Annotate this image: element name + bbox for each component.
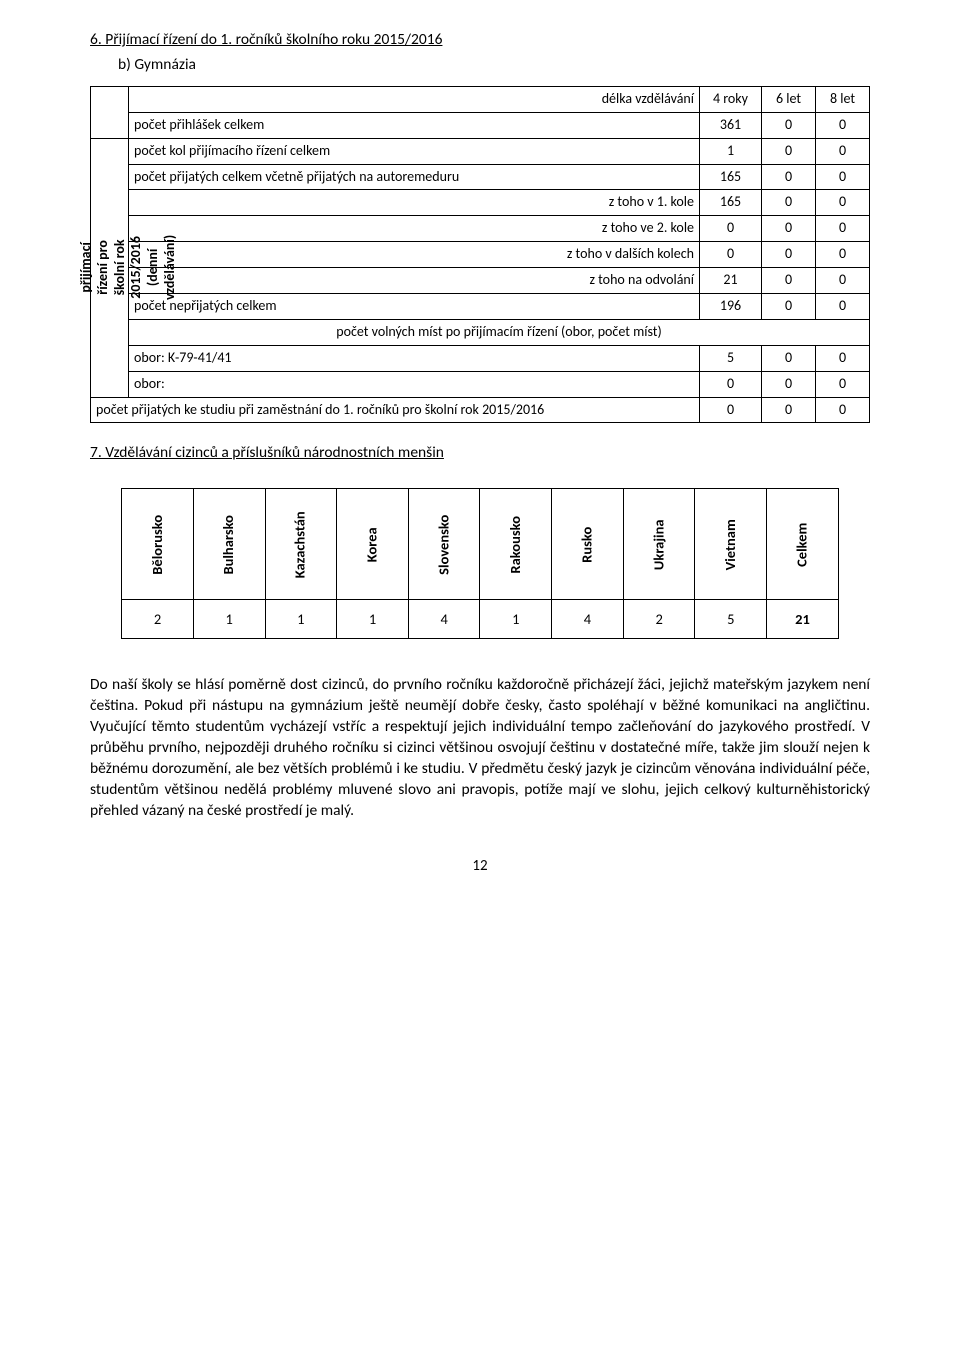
nat-header: Ukrajina xyxy=(623,489,695,600)
cell-value: 0 xyxy=(816,112,870,138)
cell-value: 0 xyxy=(816,371,870,397)
mid-header: počet volných míst po přijímacím řízení … xyxy=(129,319,870,345)
nat-value: 5 xyxy=(695,600,767,639)
nat-header: Vietnam xyxy=(695,489,767,600)
cell-value: 0 xyxy=(700,216,762,242)
cell-value: 165 xyxy=(700,190,762,216)
section-7-heading: 7. Vzdělávání cizinců a příslušníků náro… xyxy=(90,443,870,464)
section-6-heading: 6. Přijímací řízení do 1. ročníků školní… xyxy=(90,30,870,51)
nat-header: Kazachstán xyxy=(265,489,337,600)
nat-value: 2 xyxy=(623,600,695,639)
cell-value: 361 xyxy=(700,112,762,138)
document-page: 6. Přijímací řízení do 1. ročníků školní… xyxy=(0,0,960,906)
cell-value: 0 xyxy=(762,242,816,268)
table-mid-header-row: počet volných míst po přijímacím řízení … xyxy=(91,319,870,345)
nat-header: Korea xyxy=(337,489,409,600)
nat-header: Rakousko xyxy=(480,489,552,600)
page-number: 12 xyxy=(90,856,870,876)
cell-value: 21 xyxy=(700,268,762,294)
row-label: počet nepřijatých celkem xyxy=(129,293,700,319)
table-row: z toho v 1. kole 165 0 0 xyxy=(91,190,870,216)
table-row: počet přijatých celkem včetně přijatých … xyxy=(91,164,870,190)
cell-value: 165 xyxy=(700,164,762,190)
row-label: z toho na odvolání xyxy=(129,268,700,294)
cell-value: 0 xyxy=(700,371,762,397)
admissions-table: délka vzdělávání 4 roky 6 let 8 let poče… xyxy=(90,86,870,424)
cell-value: 0 xyxy=(816,293,870,319)
table-row: obor: K-79-41/41 5 0 0 xyxy=(91,345,870,371)
table-header-row: délka vzdělávání 4 roky 6 let 8 let xyxy=(91,86,870,112)
cell-value: 0 xyxy=(816,216,870,242)
nat-header: Slovensko xyxy=(408,489,480,600)
nat-value: 4 xyxy=(408,600,480,639)
nationalities-table: Bělorusko Bulharsko Kazachstán Korea Slo… xyxy=(121,488,839,639)
table-row: počet přihlášek celkem 361 0 0 xyxy=(91,112,870,138)
cell-value: 196 xyxy=(700,293,762,319)
nat-value-total: 21 xyxy=(767,600,839,639)
row-label: z toho v 1. kole xyxy=(129,190,700,216)
header-col-4roky: 4 roky xyxy=(700,86,762,112)
side-vertical-label: přijímací řízení pro školní rok 2015/201… xyxy=(91,138,129,397)
row-label: počet přijatých celkem včetně přijatých … xyxy=(129,164,700,190)
nat-value-row: 2 1 1 1 4 1 4 2 5 21 xyxy=(122,600,839,639)
obor-label: obor: xyxy=(129,371,700,397)
table-bottom-row: počet přijatých ke studiu při zaměstnání… xyxy=(91,397,870,423)
cell-value: 0 xyxy=(762,268,816,294)
table-row: z toho na odvolání 21 0 0 xyxy=(91,268,870,294)
body-paragraph: Do naší školy se hlásí poměrně dost cizi… xyxy=(90,675,870,821)
cell-value: 0 xyxy=(816,345,870,371)
bottom-label: počet přijatých ke studiu při zaměstnání… xyxy=(91,397,700,423)
nat-value: 2 xyxy=(122,600,194,639)
cell-value: 0 xyxy=(762,138,816,164)
nat-value: 4 xyxy=(552,600,624,639)
cell-value: 0 xyxy=(762,112,816,138)
nat-header: Rusko xyxy=(552,489,624,600)
cell-value: 0 xyxy=(816,164,870,190)
table-row: obor: 0 0 0 xyxy=(91,371,870,397)
table-row: počet nepřijatých celkem 196 0 0 xyxy=(91,293,870,319)
cell-value: 1 xyxy=(700,138,762,164)
table-row: z toho ve 2. kole 0 0 0 xyxy=(91,216,870,242)
table-row: přijímací řízení pro školní rok 2015/201… xyxy=(91,138,870,164)
section-6-subheading: b) Gymnázia xyxy=(118,55,870,76)
cell-value: 0 xyxy=(762,293,816,319)
table-row: z toho v dalších kolech 0 0 0 xyxy=(91,242,870,268)
cell-value: 0 xyxy=(816,397,870,423)
row-label: počet přihlášek celkem xyxy=(129,112,700,138)
nat-header-row: Bělorusko Bulharsko Kazachstán Korea Slo… xyxy=(122,489,839,600)
cell-value: 0 xyxy=(762,397,816,423)
cell-value: 0 xyxy=(700,242,762,268)
nat-header: Bělorusko xyxy=(122,489,194,600)
cell-value: 0 xyxy=(816,190,870,216)
cell-value: 0 xyxy=(762,216,816,242)
cell-value: 0 xyxy=(816,242,870,268)
cell-value: 0 xyxy=(700,397,762,423)
nat-header: Bulharsko xyxy=(193,489,265,600)
cell-value: 0 xyxy=(762,371,816,397)
nat-value: 1 xyxy=(480,600,552,639)
cell-value: 0 xyxy=(762,164,816,190)
nat-value: 1 xyxy=(337,600,409,639)
header-col-6let: 6 let xyxy=(762,86,816,112)
cell-value: 5 xyxy=(700,345,762,371)
row-label: z toho ve 2. kole xyxy=(129,216,700,242)
nat-value: 1 xyxy=(193,600,265,639)
header-duration: délka vzdělávání xyxy=(129,86,700,112)
nat-value: 1 xyxy=(265,600,337,639)
cell-value: 0 xyxy=(816,138,870,164)
cell-value: 0 xyxy=(816,268,870,294)
header-col-8let: 8 let xyxy=(816,86,870,112)
obor-label: obor: K-79-41/41 xyxy=(129,345,700,371)
cell-value: 0 xyxy=(762,345,816,371)
row-label: počet kol přijímacího řízení celkem xyxy=(129,138,700,164)
row-label: z toho v dalších kolech xyxy=(129,242,700,268)
cell-value: 0 xyxy=(762,190,816,216)
nat-header: Celkem xyxy=(767,489,839,600)
